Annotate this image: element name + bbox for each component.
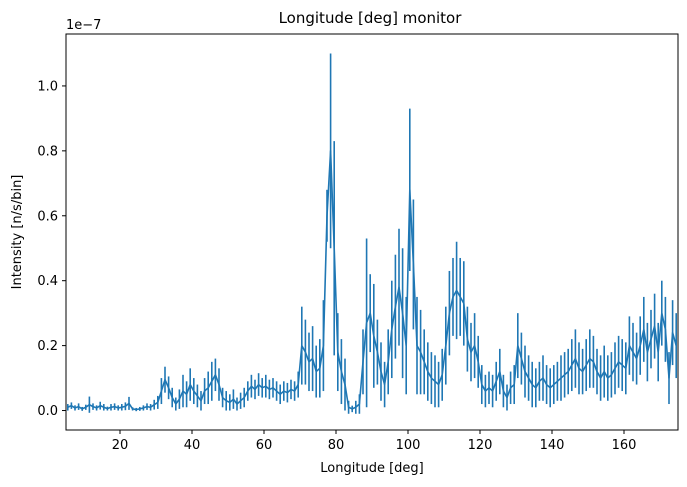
x-tick-label: 140 bbox=[540, 438, 565, 453]
y-tick-label: 0.8 bbox=[37, 144, 58, 159]
x-tick-label: 40 bbox=[184, 438, 201, 453]
x-tick-label: 160 bbox=[612, 438, 637, 453]
x-axis-label: Longitude [deg] bbox=[320, 461, 423, 476]
y-axis-ticks: 0.0 0.2 0.4 0.6 0.8 1.0 bbox=[37, 79, 66, 419]
series-line bbox=[67, 150, 677, 411]
y-offset-label: 1e−7 bbox=[66, 18, 101, 33]
y-tick-label: 0.4 bbox=[37, 274, 58, 289]
x-tick-label: 120 bbox=[468, 438, 493, 453]
axes-frame bbox=[65, 33, 679, 431]
x-tick-label: 100 bbox=[396, 438, 421, 453]
x-tick-label: 60 bbox=[256, 438, 273, 453]
y-axis-label: Intensity [n/s/bin] bbox=[10, 175, 25, 290]
plot-area bbox=[67, 53, 678, 414]
chart-title: Longitude [deg] monitor bbox=[279, 9, 463, 27]
x-tick-label: 80 bbox=[328, 438, 345, 453]
x-axis-ticks: 20 40 60 80 100 120 140 160 bbox=[112, 430, 637, 453]
y-tick-label: 0.6 bbox=[37, 209, 58, 224]
y-tick-label: 0.0 bbox=[37, 404, 58, 419]
y-tick-label: 0.2 bbox=[37, 339, 58, 354]
y-tick-label: 1.0 bbox=[37, 79, 58, 94]
x-tick-label: 20 bbox=[112, 438, 129, 453]
